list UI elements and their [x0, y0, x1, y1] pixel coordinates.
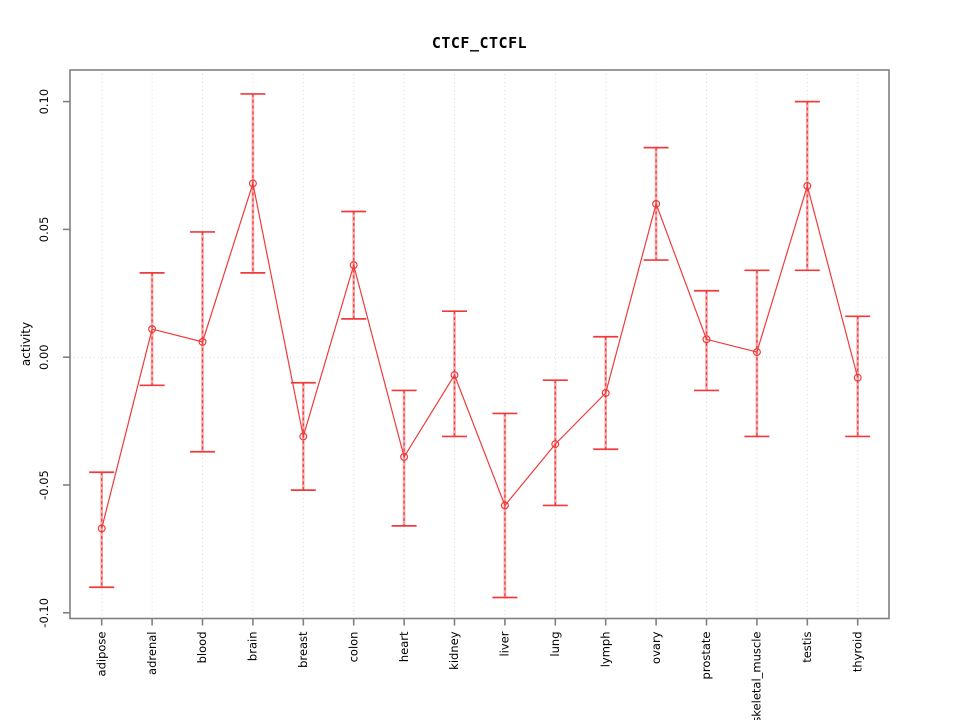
x-tick-label: kidney	[447, 631, 461, 670]
data-point-brain	[248, 179, 257, 188]
x-tick-label: heart	[397, 631, 411, 662]
data-point-lung	[551, 440, 560, 449]
data-point-liver	[500, 501, 509, 510]
y-tick-label: 0.05	[37, 217, 51, 243]
data-point-lymph	[601, 388, 610, 397]
x-tick-label: testis	[800, 632, 814, 663]
x-tick-label: breast	[296, 631, 310, 668]
data-point-colon	[349, 261, 358, 270]
data-point-skeletal_muscle	[752, 348, 761, 357]
x-tick-label: brain	[246, 632, 260, 662]
series-line	[101, 183, 859, 529]
y-tick-label: -0.10	[37, 598, 51, 628]
x-tick-label: prostate	[699, 632, 713, 680]
data-point-blood	[198, 337, 207, 346]
x-tick-label: colon	[346, 632, 360, 663]
x-tick-label: liver	[498, 631, 512, 656]
data-point-testis	[803, 181, 812, 190]
data-point-breast	[299, 432, 308, 441]
plot-box	[69, 69, 890, 620]
y-tick-label: 0.00	[37, 344, 51, 370]
data-point-adipose	[97, 524, 106, 533]
x-tick-label: adrenal	[145, 632, 159, 675]
data-point-adrenal	[148, 325, 157, 334]
data-point-prostate	[702, 335, 711, 344]
x-tick-label: skeletal_muscle	[750, 632, 764, 720]
x-tick-label: lymph	[598, 632, 612, 668]
data-point-ovary	[652, 199, 661, 208]
x-tick-label: lung	[548, 632, 562, 657]
y-tick-label: -0.05	[37, 470, 51, 500]
x-tick-label: ovary	[649, 631, 663, 664]
data-point-kidney	[450, 371, 459, 380]
x-tick-label: blood	[195, 632, 209, 664]
x-tick-label: adipose	[94, 632, 108, 677]
chart-title: CTCF_CTCFL	[431, 34, 528, 52]
y-tick-label: 0.10	[37, 89, 51, 115]
y-axis-title: activity	[19, 321, 33, 367]
data-point-heart	[400, 452, 409, 461]
x-tick-label: thyroid	[850, 632, 864, 673]
data-point-thyroid	[853, 373, 862, 382]
